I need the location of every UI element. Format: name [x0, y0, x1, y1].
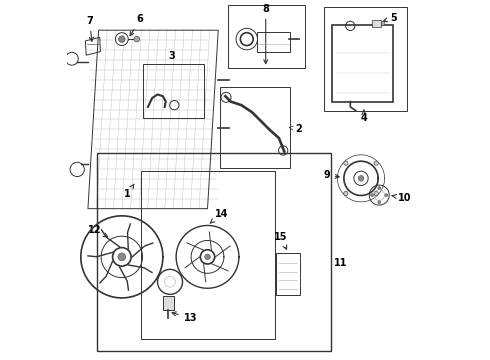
- Circle shape: [134, 36, 140, 42]
- Text: 2: 2: [289, 124, 302, 134]
- Text: 14: 14: [210, 208, 228, 223]
- Bar: [257, 32, 290, 51]
- Text: 8: 8: [262, 4, 269, 64]
- Circle shape: [374, 191, 378, 195]
- Bar: [323, 7, 407, 111]
- Text: 5: 5: [384, 13, 397, 23]
- Bar: [220, 87, 290, 168]
- Bar: [332, 25, 393, 102]
- Circle shape: [343, 191, 348, 195]
- Text: 6: 6: [130, 14, 144, 36]
- Bar: [142, 171, 275, 339]
- Circle shape: [370, 194, 373, 197]
- Bar: [228, 5, 305, 68]
- Text: 12: 12: [88, 225, 107, 237]
- Text: 15: 15: [274, 232, 288, 249]
- Text: 13: 13: [172, 312, 197, 323]
- Circle shape: [119, 36, 125, 42]
- Circle shape: [378, 186, 381, 189]
- Text: 9: 9: [323, 170, 339, 180]
- Circle shape: [205, 254, 210, 260]
- Text: 1: 1: [124, 184, 134, 199]
- Text: 3: 3: [169, 51, 175, 62]
- Bar: [372, 20, 381, 27]
- Text: 4: 4: [361, 110, 367, 123]
- Bar: [97, 153, 331, 351]
- Circle shape: [378, 201, 381, 204]
- Circle shape: [118, 253, 126, 261]
- Bar: [143, 64, 204, 118]
- Circle shape: [343, 161, 348, 165]
- Circle shape: [385, 194, 388, 197]
- Bar: [381, 21, 384, 25]
- Bar: [163, 296, 173, 310]
- Circle shape: [374, 161, 378, 165]
- Text: 10: 10: [392, 193, 411, 203]
- Text: 11: 11: [334, 258, 347, 268]
- Bar: [276, 253, 300, 295]
- Text: 7: 7: [86, 16, 93, 41]
- Circle shape: [358, 175, 364, 181]
